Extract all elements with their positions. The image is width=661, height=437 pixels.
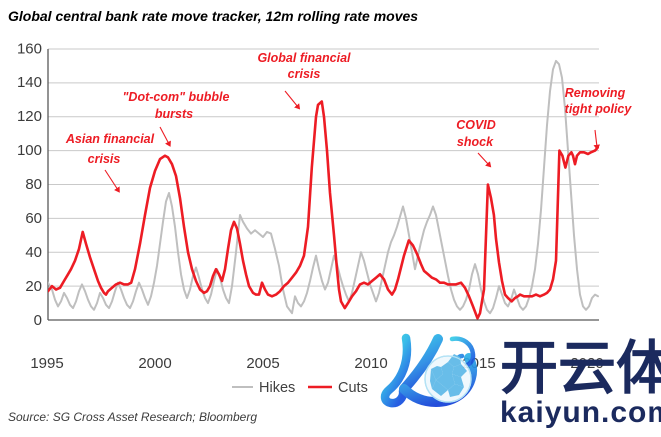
svg-text:kaiyun.com: kaiyun.com [500,396,661,429]
svg-text:开云体育: 开云体育 [500,336,661,401]
